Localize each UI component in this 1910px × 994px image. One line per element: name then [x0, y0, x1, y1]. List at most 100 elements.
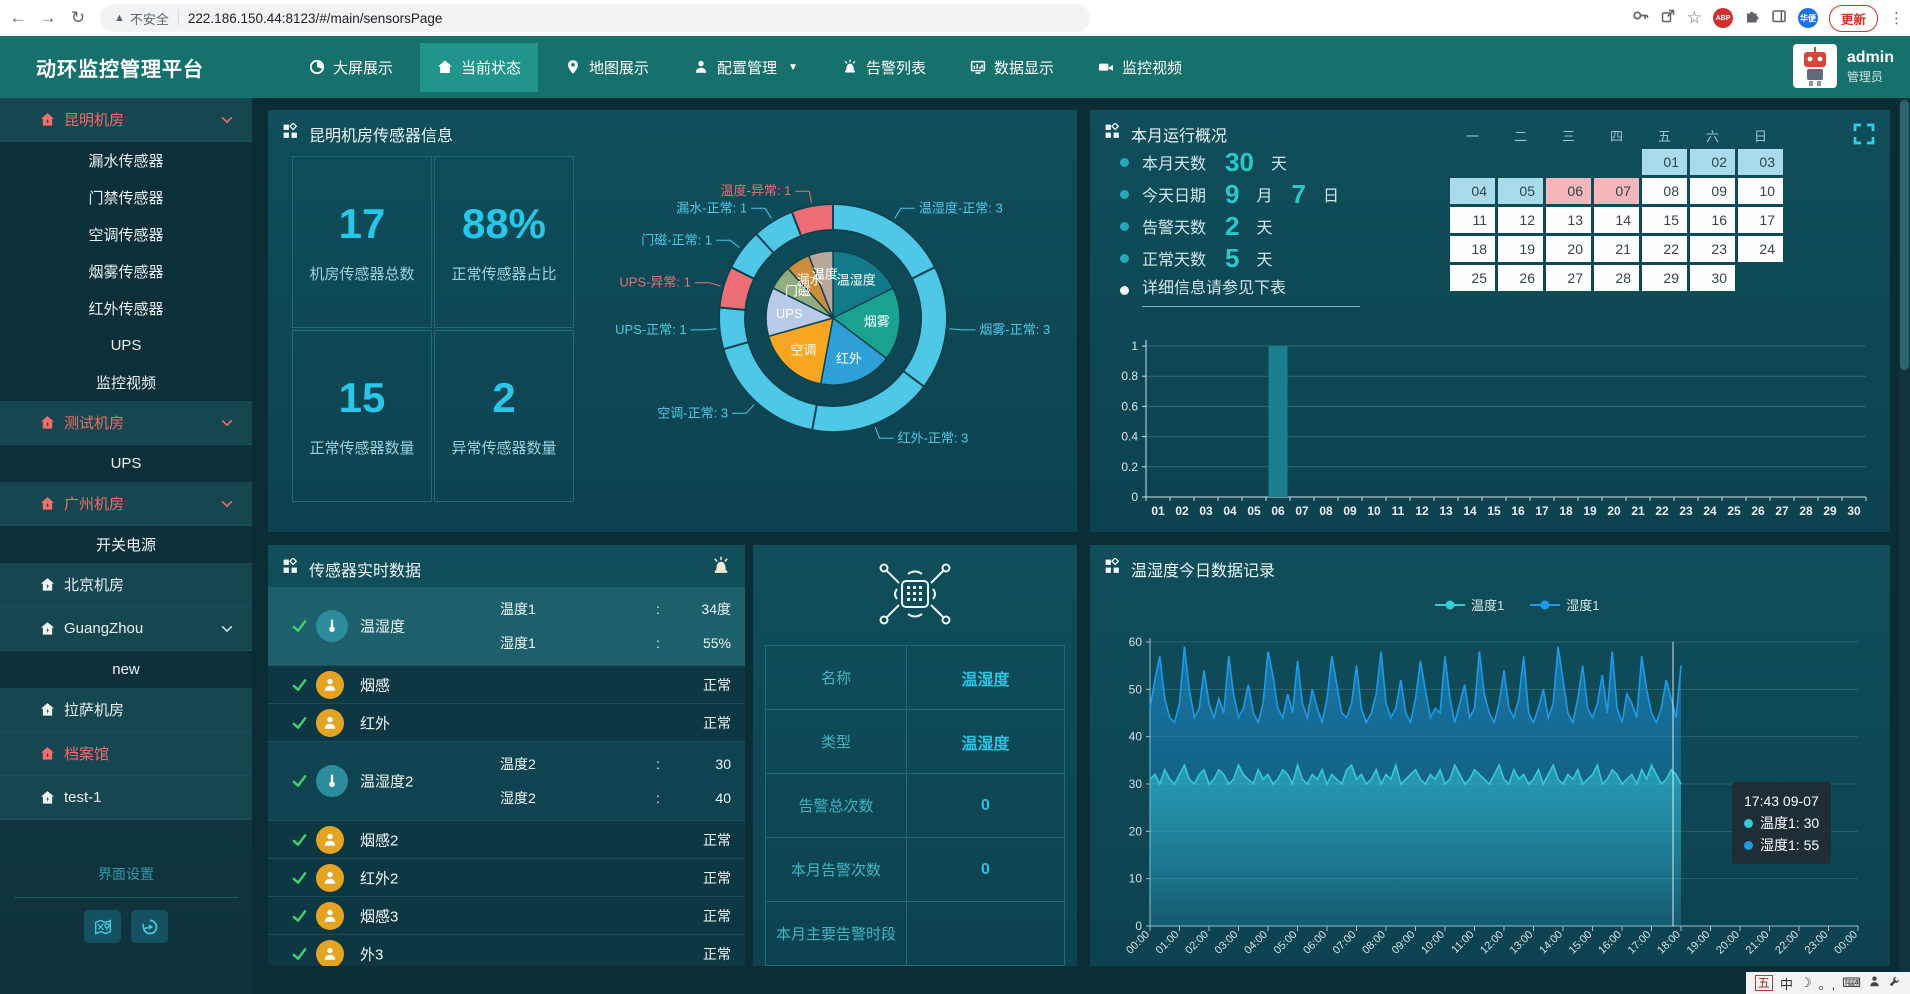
- sensor-row-温湿度[interactable]: 温湿度 温度1: 34度 湿度1: 55%: [268, 587, 745, 666]
- calendar-day[interactable]: 25: [1450, 265, 1495, 291]
- ime-wrench-icon[interactable]: [1888, 975, 1901, 991]
- calendar-day[interactable]: 10: [1738, 178, 1783, 204]
- scrollbar-thumb[interactable]: [1900, 100, 1909, 370]
- calendar-day[interactable]: 09: [1690, 178, 1735, 204]
- translate-extension-icon[interactable]: 华便: [1797, 8, 1818, 28]
- sidebar-item-test-1[interactable]: test-1: [0, 776, 252, 820]
- sidebar-item-北京机房[interactable]: 北京机房: [0, 563, 252, 607]
- sidebar-item-测试机房[interactable]: 测试机房: [0, 401, 252, 445]
- calendar-day[interactable]: 06: [1546, 178, 1591, 204]
- browser-menu-icon[interactable]: ⋮: [1889, 10, 1904, 27]
- alarm-bell-icon[interactable]: [711, 556, 731, 576]
- sidebar-subitem-空调传感器[interactable]: 空调传感器: [0, 216, 252, 253]
- nav-item-配置管理[interactable]: 配置管理 ▼: [676, 43, 815, 92]
- ime-item-4[interactable]: ⌨: [1842, 975, 1861, 990]
- nav-item-当前状态[interactable]: 当前状态: [420, 42, 539, 92]
- sensor-row-烟感3[interactable]: 烟感3 正常: [268, 897, 745, 935]
- sidebar-subitem-门禁传感器[interactable]: 门禁传感器: [0, 179, 252, 216]
- calendar-day[interactable]: 23: [1690, 236, 1735, 262]
- calendar-day[interactable]: 29: [1642, 265, 1687, 291]
- history-playback-button[interactable]: [131, 910, 168, 943]
- sidebar-subitem-漏水传感器[interactable]: 漏水传感器: [0, 142, 252, 179]
- sidebar-subitem-开关电源[interactable]: 开关电源: [0, 526, 252, 563]
- sensor-row-红外[interactable]: 红外 正常: [268, 704, 745, 742]
- nav-item-监控视频[interactable]: 监控视频: [1081, 43, 1199, 92]
- ime-item-3[interactable]: 。,: [1818, 976, 1836, 992]
- calendar-day[interactable]: 01: [1642, 149, 1687, 175]
- sidebar-item-拉萨机房[interactable]: 拉萨机房: [0, 688, 252, 732]
- sidebar-subitem-红外传感器[interactable]: 红外传感器: [0, 290, 252, 327]
- side-panel-icon[interactable]: [1771, 8, 1787, 29]
- share-icon[interactable]: [1660, 8, 1676, 29]
- calendar-day[interactable]: 13: [1546, 207, 1591, 233]
- donut-ring-烟雾-正常: 3[interactable]: [901, 265, 948, 389]
- bookmark-star-icon[interactable]: ☆: [1686, 8, 1702, 27]
- alarm-bar-day-06[interactable]: [1268, 346, 1288, 497]
- adblock-extension-icon[interactable]: ABP: [1712, 8, 1733, 28]
- browser-forward-icon[interactable]: →: [39, 8, 57, 27]
- calendar-day[interactable]: 20: [1546, 236, 1591, 262]
- calendar-day[interactable]: 03: [1738, 149, 1783, 175]
- calendar-day[interactable]: 26: [1498, 265, 1543, 291]
- calendar-day[interactable]: 04: [1450, 178, 1495, 204]
- detail-link[interactable]: 详细信息请参见下表: [1142, 274, 1360, 307]
- address-bar[interactable]: ▲ 不安全 222.186.150.44:8123/#/main/sensors…: [100, 4, 1090, 32]
- calendar-day[interactable]: 30: [1690, 265, 1735, 291]
- calendar-day[interactable]: 18: [1450, 236, 1495, 262]
- calendar-day[interactable]: 19: [1498, 236, 1543, 262]
- browser-reload-icon[interactable]: ↻: [70, 8, 86, 27]
- sensor-row-外3[interactable]: 外3 正常: [268, 935, 745, 966]
- sensor-row-红外2[interactable]: 红外2 正常: [268, 859, 745, 897]
- sidebar-subitem-UPS[interactable]: UPS: [0, 327, 252, 364]
- sidebar-subitem-烟雾传感器[interactable]: 烟雾传感器: [0, 253, 252, 290]
- sensor-row-烟感2[interactable]: 烟感2 正常: [268, 821, 745, 859]
- update-button[interactable]: 更新: [1828, 4, 1878, 32]
- donut-ring-UPS-正常: 1[interactable]: [718, 306, 750, 351]
- nav-item-告警列表[interactable]: 告警列表: [825, 43, 943, 92]
- key-icon[interactable]: [1632, 7, 1649, 29]
- url-text[interactable]: 222.186.150.44:8123/#/main/sensorsPage: [187, 10, 443, 26]
- nav-item-数据显示[interactable]: 数据显示: [953, 43, 1071, 92]
- sidebar-subitem-UPS[interactable]: UPS: [0, 445, 252, 482]
- sidebar-item-广州机房[interactable]: 广州机房: [0, 482, 252, 526]
- browser-back-icon[interactable]: ←: [9, 8, 27, 27]
- calendar-day[interactable]: 08: [1642, 178, 1687, 204]
- user-account[interactable]: admin 管理员: [1792, 44, 1894, 88]
- calendar-day[interactable]: 16: [1690, 207, 1735, 233]
- calendar-day[interactable]: 21: [1594, 236, 1639, 262]
- donut-slice-烟雾[interactable]: [831, 287, 901, 360]
- not-secure-label[interactable]: 不安全: [129, 11, 169, 27]
- calendar-day[interactable]: 15: [1642, 207, 1687, 233]
- calendar-day[interactable]: 17: [1738, 207, 1783, 233]
- calendar-day[interactable]: 05: [1498, 178, 1543, 204]
- donut-slice-温湿度[interactable]: [832, 250, 895, 320]
- calendar-day[interactable]: 12: [1498, 207, 1543, 233]
- ime-item-2[interactable]: ☽: [1799, 975, 1812, 990]
- donut-slice-温度[interactable]: [807, 250, 834, 319]
- calendar-day[interactable]: 07: [1594, 178, 1639, 204]
- sidebar-subitem-new[interactable]: new: [0, 651, 252, 688]
- ime-item-0[interactable]: 五: [1754, 975, 1773, 991]
- nav-item-地图展示[interactable]: 地图展示: [548, 43, 666, 92]
- calendar-day[interactable]: 22: [1642, 236, 1687, 262]
- sidebar-subitem-监控视频[interactable]: 监控视频: [0, 364, 252, 401]
- nav-item-大屏展示[interactable]: 大屏展示: [292, 43, 410, 92]
- calendar-day[interactable]: 14: [1594, 207, 1639, 233]
- calendar-day[interactable]: 11: [1450, 207, 1495, 233]
- donut-slice-红外[interactable]: [819, 316, 888, 386]
- donut-ring-温度-异常: 1[interactable]: [790, 202, 834, 238]
- sidebar-item-昆明机房[interactable]: 昆明机房: [0, 98, 252, 142]
- calendar-day[interactable]: 02: [1690, 149, 1735, 175]
- donut-slice-空调[interactable]: [767, 316, 834, 385]
- map-settings-button[interactable]: [84, 910, 121, 943]
- calendar-day[interactable]: 27: [1546, 265, 1591, 291]
- sidebar-item-GuangZhou[interactable]: GuangZhou: [0, 607, 252, 651]
- calendar-day[interactable]: 28: [1594, 265, 1639, 291]
- extensions-puzzle-icon[interactable]: [1744, 8, 1760, 29]
- sensor-row-烟感[interactable]: 烟感 正常: [268, 666, 745, 704]
- sidebar-item-档案馆[interactable]: 档案馆: [0, 732, 252, 776]
- legend-item-温度1[interactable]: 温度1: [1435, 595, 1504, 614]
- ime-user-icon[interactable]: [1868, 975, 1881, 991]
- legend-item-湿度1[interactable]: 湿度1: [1530, 595, 1599, 614]
- fullscreen-icon[interactable]: [1852, 122, 1876, 146]
